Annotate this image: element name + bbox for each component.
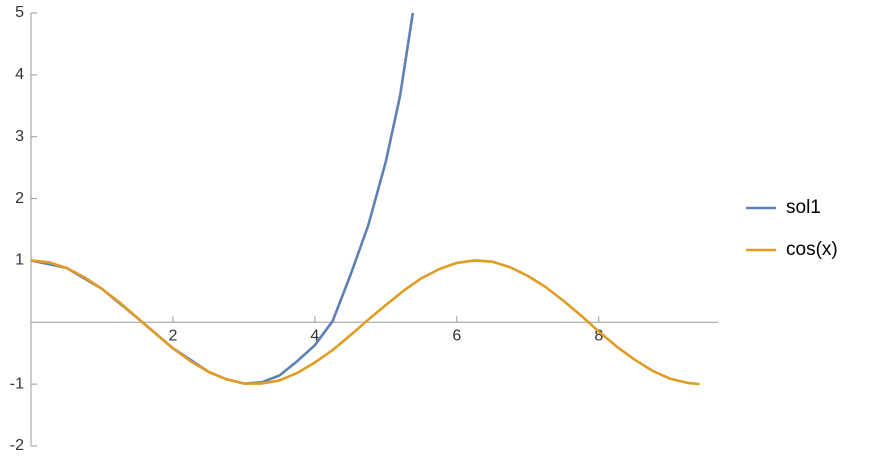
y-tick-label: 5 bbox=[15, 4, 24, 21]
x-tick-label: 6 bbox=[452, 328, 461, 345]
series-line bbox=[30, 12, 415, 385]
y-tick-label: 2 bbox=[15, 190, 24, 207]
x-tick-label: 8 bbox=[594, 328, 603, 345]
y-tick-label: 3 bbox=[15, 128, 24, 145]
series-line bbox=[30, 259, 700, 386]
x-tick-label: 2 bbox=[168, 328, 177, 345]
y-tick-label: -1 bbox=[10, 375, 24, 392]
y-tick-label: 1 bbox=[15, 252, 24, 269]
legend-label: sol1 bbox=[786, 197, 821, 218]
y-tick-label: 4 bbox=[15, 66, 24, 83]
x-tick-label: 4 bbox=[310, 328, 319, 345]
legend-label: cos(x) bbox=[786, 239, 838, 260]
y-tick-label: -2 bbox=[10, 437, 24, 454]
